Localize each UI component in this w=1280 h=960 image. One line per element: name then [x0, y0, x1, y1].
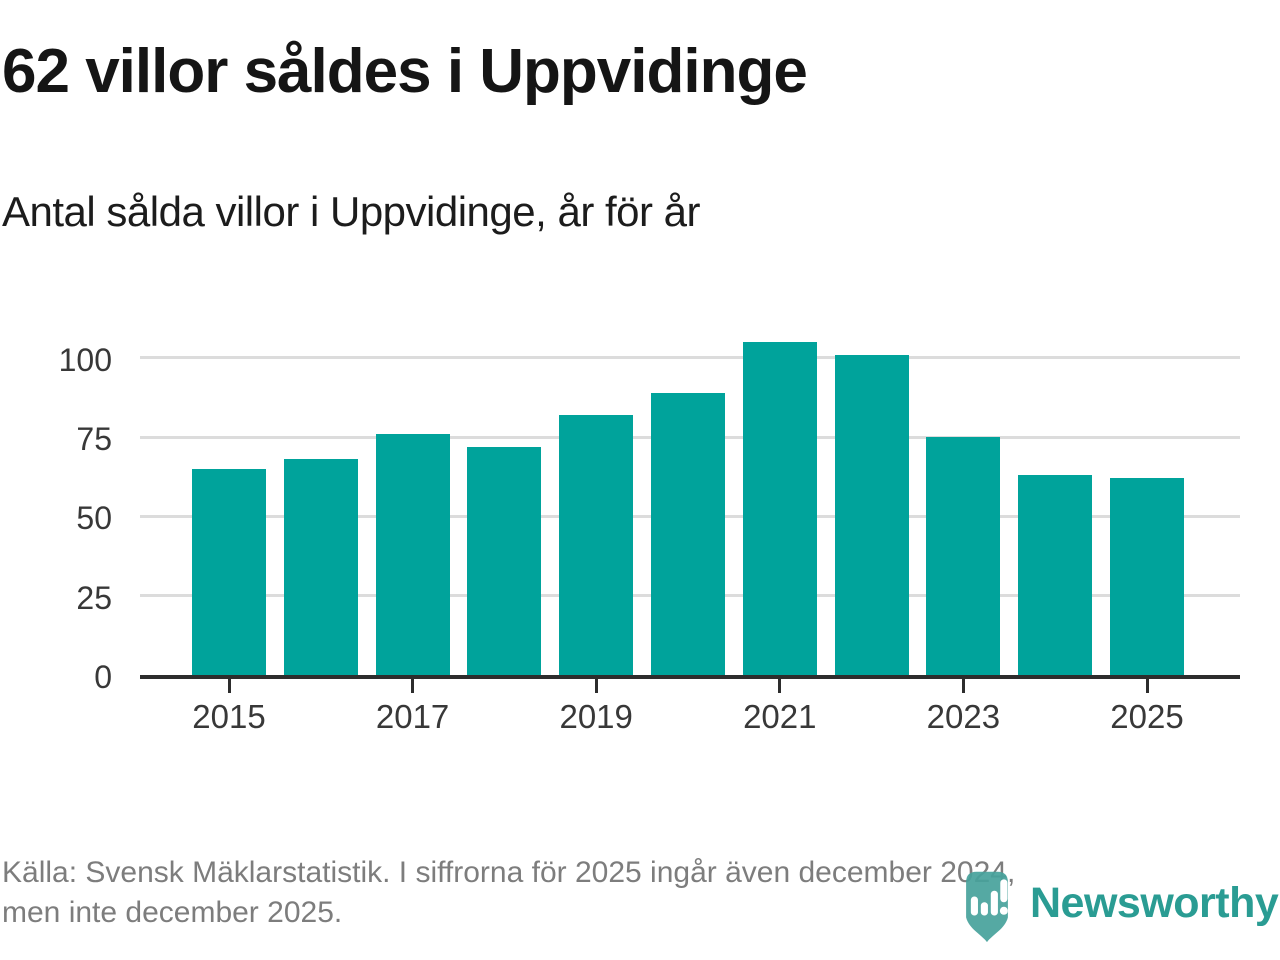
- x-axis-label-2019: 2019: [559, 698, 633, 735]
- x-axis-tick-2025: [1145, 679, 1149, 693]
- plot-area: [140, 326, 1240, 679]
- bar-2017: [375, 433, 450, 675]
- bar-2021: [742, 341, 817, 675]
- chart-subtitle: Antal sålda villor i Uppvidinge, år för …: [2, 188, 701, 235]
- x-axis-tick-2023: [961, 679, 965, 693]
- source-note-line2: men inte december 2025.: [2, 896, 343, 929]
- bar-2016: [283, 459, 358, 675]
- bar-2018: [467, 446, 542, 675]
- newsworthy-logo: Newsworthy: [958, 862, 1279, 944]
- x-axis-tick-2015: [227, 679, 231, 693]
- x-axis-label-2023: 2023: [926, 698, 1001, 735]
- y-axis-label-0: 0: [94, 659, 112, 695]
- x-axis-tick-2021: [778, 679, 782, 693]
- bar-2025: [1110, 478, 1184, 675]
- x-axis-tick-2017: [411, 679, 415, 693]
- x-axis-label-2025: 2025: [1110, 698, 1184, 735]
- bar-chart: 0 25 50 75 100 2015 2017 2019 2021 2023 2025: [0, 326, 1280, 756]
- y-axis-label-100: 100: [58, 341, 112, 378]
- source-note-line1: Källa: Svensk Mäklarstatistik. I siffror…: [2, 856, 1016, 889]
- bar-2019: [559, 414, 634, 675]
- bar-2024: [1018, 475, 1093, 675]
- gridline-y100: [140, 356, 1240, 360]
- y-axis-label-50: 50: [76, 500, 112, 537]
- page-title: 62 villor såldes i Uppvidinge: [2, 37, 808, 106]
- bar-2023: [926, 437, 1001, 675]
- x-axis-label-2017: 2017: [375, 698, 450, 735]
- bar-2015: [192, 468, 266, 675]
- x-axis-tick-2019: [594, 679, 598, 693]
- newsworthy-pin-barchart-icon: [966, 871, 1008, 943]
- newsworthy-wordmark: Newsworthy: [1030, 878, 1279, 927]
- y-axis-label-25: 25: [76, 579, 112, 616]
- y-axis-label-75: 75: [76, 421, 112, 458]
- bar-2022: [834, 354, 909, 675]
- x-axis-label-2021: 2021: [743, 698, 817, 735]
- bar-2020: [651, 392, 725, 675]
- x-axis-label-2015: 2015: [192, 698, 266, 735]
- source-note: Källa: Svensk Mäklarstatistik. I siffror…: [2, 853, 1278, 933]
